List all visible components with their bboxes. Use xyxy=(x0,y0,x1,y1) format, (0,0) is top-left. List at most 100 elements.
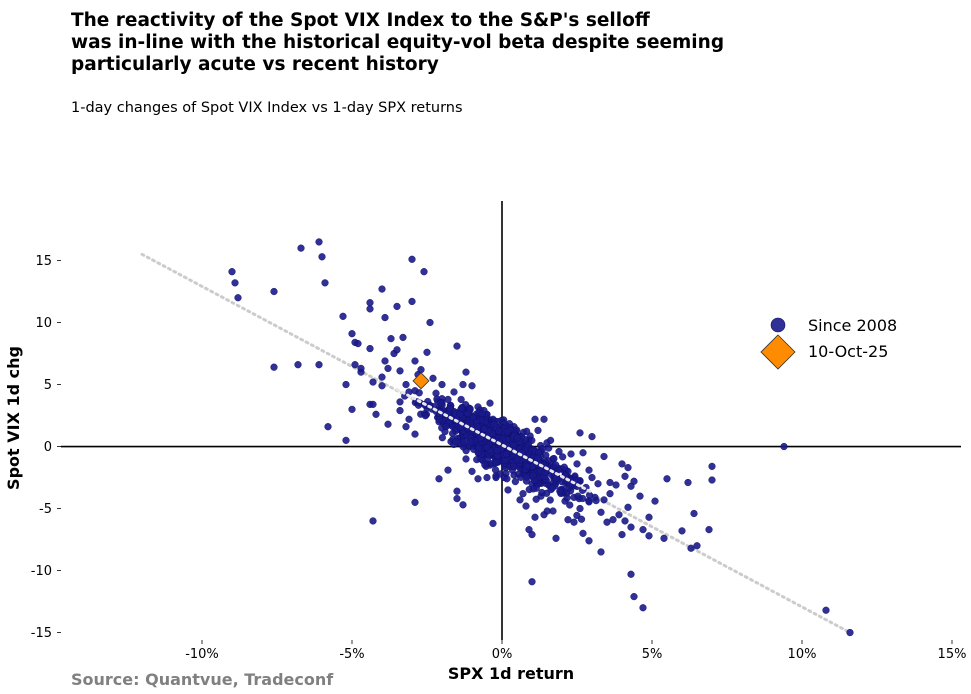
data-point xyxy=(453,487,461,495)
y-tick-label: 0 xyxy=(44,440,52,455)
data-point xyxy=(606,490,614,498)
data-point-cloud xyxy=(534,454,542,462)
data-point xyxy=(516,496,524,504)
data-point xyxy=(393,346,401,354)
data-point xyxy=(639,604,647,612)
y-axis-title: Spot VIX 1d chg xyxy=(4,346,23,490)
chart-subtitle: 1-day changes of Spot VIX Index vs 1-day… xyxy=(71,100,463,116)
data-point xyxy=(624,503,632,511)
data-point xyxy=(318,253,326,261)
x-tick-label: 5% xyxy=(642,647,663,662)
data-point xyxy=(315,238,323,246)
data-point-cloud xyxy=(421,412,429,420)
data-point xyxy=(708,462,716,470)
data-point-cloud xyxy=(563,494,571,502)
data-point-cloud xyxy=(503,475,511,483)
data-point xyxy=(588,473,596,482)
data-point xyxy=(639,526,647,534)
data-point-cloud xyxy=(560,463,568,471)
data-point xyxy=(687,544,695,552)
trend-line-overlay xyxy=(395,387,594,494)
data-point xyxy=(486,399,494,407)
data-point xyxy=(450,388,458,396)
data-point xyxy=(402,380,410,389)
data-point-cloud xyxy=(511,477,519,486)
data-point xyxy=(579,529,587,537)
data-point xyxy=(621,472,629,480)
data-point xyxy=(315,361,323,369)
data-point-cloud xyxy=(532,495,540,503)
data-point xyxy=(429,374,437,382)
data-point-cloud xyxy=(457,395,465,404)
data-point-cloud xyxy=(414,401,423,409)
data-point xyxy=(384,420,392,428)
data-point-cloud xyxy=(415,389,423,397)
data-point xyxy=(645,532,653,540)
data-point xyxy=(411,498,419,506)
data-point-cloud xyxy=(577,515,586,523)
data-point-cloud xyxy=(480,425,488,433)
data-point xyxy=(381,313,389,322)
data-point-cloud xyxy=(492,459,500,467)
data-point xyxy=(438,380,446,389)
data-point xyxy=(378,373,386,381)
data-point-cloud xyxy=(585,498,593,506)
data-point-cloud xyxy=(502,450,511,458)
data-point xyxy=(357,364,365,373)
data-point-cloud xyxy=(435,416,443,424)
data-point xyxy=(522,502,530,510)
data-point-cloud xyxy=(464,410,472,418)
data-point xyxy=(564,516,572,524)
data-point xyxy=(387,335,395,343)
data-point xyxy=(411,430,419,438)
data-point xyxy=(372,410,380,418)
data-point-cloud xyxy=(509,462,518,470)
data-point-cloud xyxy=(529,485,537,493)
x-axis-title: SPX 1d return xyxy=(448,664,574,683)
data-point-cloud xyxy=(592,497,600,505)
data-point xyxy=(420,268,428,276)
data-point xyxy=(630,592,638,601)
data-point xyxy=(651,497,659,505)
data-point xyxy=(624,464,632,472)
data-point xyxy=(606,478,614,487)
data-point xyxy=(621,517,629,525)
data-point-cloud xyxy=(490,420,498,428)
data-point-cloud xyxy=(503,428,511,436)
data-point-cloud xyxy=(478,410,486,418)
data-point xyxy=(462,455,470,463)
legend-label-10-oct-25: 10-Oct-25 xyxy=(808,342,888,361)
data-point xyxy=(573,460,581,468)
y-tick-label: -10 xyxy=(31,564,52,579)
data-point xyxy=(636,492,644,500)
data-point xyxy=(228,268,236,276)
data-point-cloud xyxy=(493,447,501,455)
data-point-cloud xyxy=(523,462,531,470)
data-point-cloud xyxy=(466,438,474,446)
data-point-cloud xyxy=(476,434,484,442)
data-point xyxy=(348,405,356,413)
data-point xyxy=(384,364,392,373)
data-point xyxy=(531,513,539,521)
chart-title-line-2: was in-line with the historical equity-v… xyxy=(71,32,725,53)
data-point xyxy=(705,526,713,534)
data-point xyxy=(342,380,350,389)
data-point xyxy=(348,330,356,338)
data-point xyxy=(630,477,638,485)
data-point xyxy=(234,294,242,302)
data-point xyxy=(597,548,605,556)
data-point xyxy=(423,348,431,356)
x-tick-label: 10% xyxy=(788,647,817,662)
data-point xyxy=(528,578,536,586)
data-point xyxy=(369,400,377,408)
data-point-cloud xyxy=(456,410,464,418)
data-point-cloud xyxy=(542,451,550,459)
y-tick-label: -5 xyxy=(39,502,52,517)
data-point xyxy=(846,628,854,637)
y-tick-label: -15 xyxy=(31,626,52,641)
data-point xyxy=(366,299,374,307)
data-point xyxy=(597,508,605,516)
data-point xyxy=(660,534,668,542)
data-point-cloud xyxy=(437,399,445,407)
